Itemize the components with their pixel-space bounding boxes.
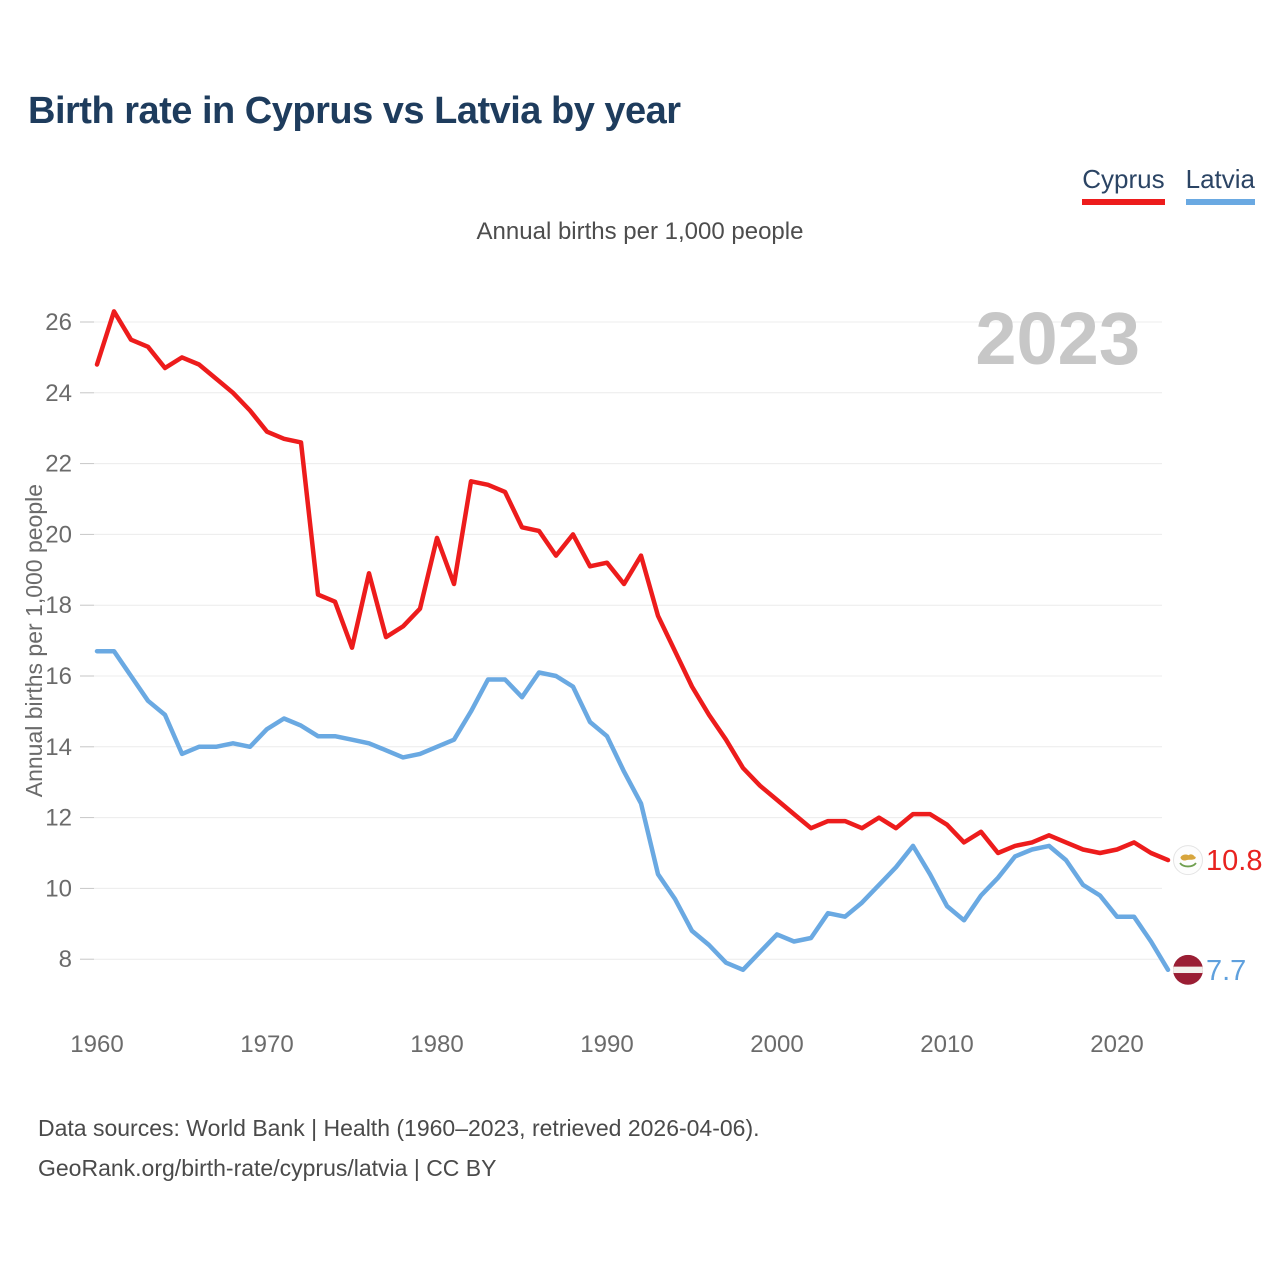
x-tick-label: 1990 [580, 1031, 633, 1058]
legend-label-cyprus: Cyprus [1082, 164, 1165, 194]
watermark-year: 2023 [975, 297, 1140, 380]
footer-data-sources: Data sources: World Bank | Health (1960–… [38, 1115, 760, 1141]
x-tick-label: 1980 [410, 1031, 463, 1058]
y-axis-title: Annual births per 1,000 people [21, 484, 47, 797]
series-line-latvia [94, 648, 1171, 973]
x-tick-label: 1960 [70, 1031, 123, 1058]
page-title: Birth rate in Cyprus vs Latvia by year [28, 90, 681, 132]
legend-label-latvia: Latvia [1185, 164, 1255, 194]
y-tick-label: 18 [45, 592, 72, 619]
series-line-cyprus [94, 309, 1171, 863]
latvia-flag-icon [1173, 954, 1203, 985]
latvia-flag-clipped [1173, 954, 1203, 985]
y-tick-label: 26 [45, 309, 72, 336]
y-tick-label: 20 [45, 521, 72, 548]
cyprus-island-shape [1180, 854, 1196, 861]
cyprus-olive-wreath [1179, 862, 1197, 868]
end-value-label-cyprus: 10.8 [1206, 845, 1262, 877]
y-tick-label: 12 [45, 805, 72, 832]
x-tick-label: 2010 [920, 1031, 973, 1058]
y-tick-label: 16 [45, 663, 72, 690]
y-tick-label: 8 [59, 946, 72, 973]
latvia-flag-stripe [1173, 966, 1203, 974]
footer-attribution: GeoRank.org/birth-rate/cyprus/latvia | C… [38, 1155, 497, 1181]
x-tick-label: 2000 [750, 1031, 803, 1058]
y-tick-label: 10 [45, 875, 72, 902]
cyprus-flag-bg [1173, 845, 1203, 876]
x-tick-label: 2020 [1090, 1031, 1143, 1058]
legend-color-bar-cyprus [1082, 199, 1165, 205]
y-tick-label: 14 [45, 734, 72, 761]
footer: Data sources: World Bank | Health (1960–… [38, 1108, 760, 1188]
legend-color-bar-latvia [1185, 199, 1255, 205]
x-tick-label: 1970 [240, 1031, 293, 1058]
legend-item-latvia[interactable]: Latvia [1185, 164, 1255, 205]
y-tick-label: 24 [45, 380, 72, 407]
end-value-label-latvia: 7.7 [1206, 955, 1246, 987]
cyprus-flag-icon [1173, 845, 1203, 876]
y-tick-label: 22 [45, 451, 72, 478]
legend: Cyprus Latvia [1082, 164, 1255, 205]
legend-item-cyprus[interactable]: Cyprus [1082, 164, 1165, 205]
chart-subtitle: Annual births per 1,000 people [476, 218, 804, 245]
